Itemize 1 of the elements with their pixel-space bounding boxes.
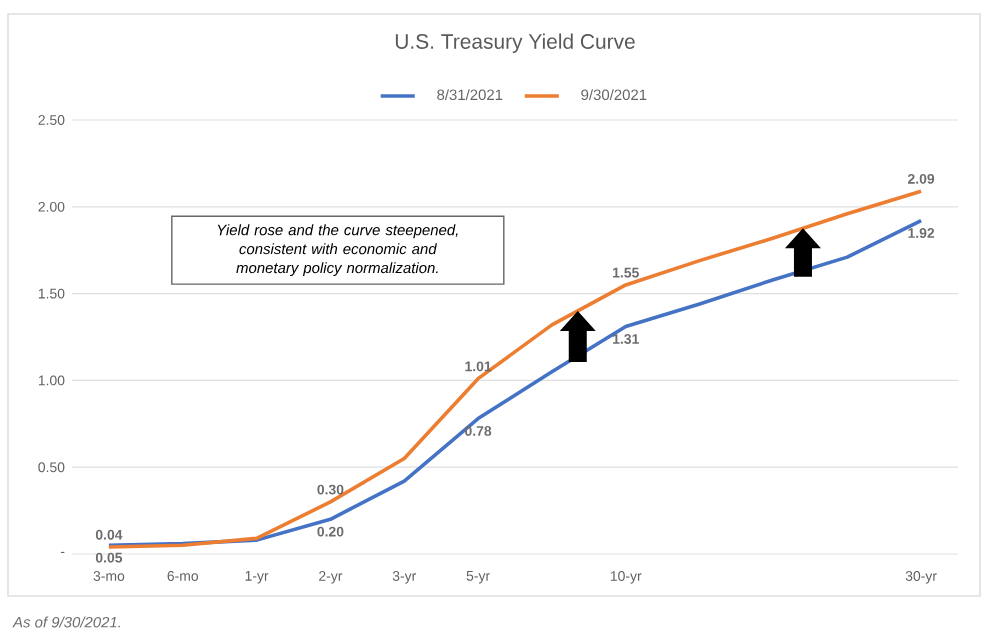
chart-title: U.S. Treasury Yield Curve [395, 33, 635, 54]
